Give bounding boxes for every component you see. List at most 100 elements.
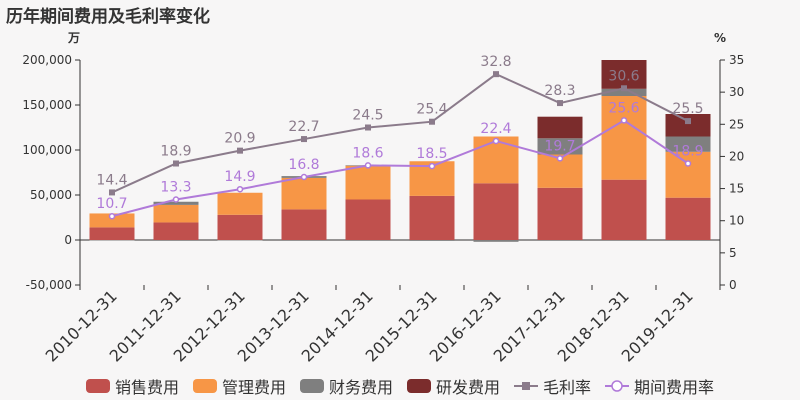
bar-segment — [665, 136, 711, 152]
bar-segment — [537, 187, 583, 240]
series-line — [111, 72, 689, 194]
line-marker — [172, 196, 180, 203]
legend-label: 研发费用 — [436, 378, 501, 397]
data-label: 20.9 — [224, 131, 255, 147]
bar-segment — [281, 209, 327, 240]
bar-segment — [153, 201, 199, 205]
line-marker — [237, 147, 243, 154]
legend-item[interactable]: 研发费用 — [407, 374, 500, 398]
data-label: 22.4 — [480, 121, 511, 137]
bar-segment — [665, 197, 711, 240]
bar-group — [89, 60, 711, 242]
bar-segment — [217, 192, 263, 215]
line-marker — [301, 136, 307, 143]
left-tick-label: 150,000 — [22, 98, 72, 112]
bar-segment — [665, 151, 711, 198]
line-marker — [492, 137, 500, 145]
chart-svg: 200,000 150,000 100,000 50,000 0 -50,000 35 30 2… — [22, 31, 744, 366]
left-tick-label: 100,000 — [22, 143, 72, 157]
bar-segment — [217, 240, 263, 241]
bar-segment — [153, 204, 199, 223]
legend-label: 财务费用 — [328, 378, 393, 397]
bar-segment — [473, 183, 519, 240]
left-tick-label: 50,000 — [30, 188, 72, 202]
data-label: 14.9 — [224, 169, 255, 185]
bar-segment — [89, 240, 135, 241]
right-tick-label: 10 — [729, 214, 744, 228]
data-labels: 14.4 18.9 20.9 22.7 24.5 25.4 32.8 28.3 30.6 25.5… — [96, 54, 703, 212]
data-label: 25.5 — [672, 101, 703, 117]
bar-segment — [537, 138, 583, 155]
data-label: 18.9 — [672, 144, 703, 160]
legend-item[interactable]: 毛利率 — [514, 374, 591, 398]
bar-segment — [153, 222, 199, 240]
legend-swatch — [85, 379, 110, 393]
line-marker — [173, 160, 179, 167]
bar-segment — [601, 96, 647, 180]
right-tick-label: 30 — [729, 85, 744, 99]
bar-segment — [665, 114, 711, 137]
legend-line-swatch — [514, 382, 539, 390]
right-tick-label: 35 — [729, 53, 744, 67]
right-tick-label: 0 — [729, 278, 737, 292]
line-marker — [108, 212, 116, 220]
line-marker — [300, 173, 308, 181]
right-tick-label: 25 — [729, 117, 744, 131]
data-label: 18.9 — [160, 144, 191, 160]
line-marker — [557, 100, 563, 107]
legend: 销售费用 管理费用 财务费用 研发费用 毛利率 期间费用率 — [0, 374, 800, 398]
line-marker — [620, 117, 628, 124]
line-marker — [621, 85, 627, 92]
legend-item[interactable]: 销售费用 — [85, 374, 179, 398]
bar-segment — [601, 60, 647, 89]
legend-item[interactable]: 期间费用率 — [605, 374, 714, 398]
data-label: 25.4 — [416, 102, 447, 118]
line-marker — [685, 118, 691, 125]
right-axis-unit: % — [714, 31, 726, 45]
line-marker — [365, 124, 371, 131]
right-tick-label: 15 — [729, 182, 744, 196]
line-group — [108, 71, 692, 220]
legend-line-swatch — [605, 380, 630, 392]
line-marker — [684, 160, 692, 167]
left-tick-label: 0 — [64, 233, 72, 247]
line-marker — [428, 162, 436, 170]
data-label: 18.5 — [416, 146, 447, 162]
legend-swatch — [299, 379, 324, 393]
bar-segment — [601, 88, 647, 96]
bar-segment — [89, 227, 135, 240]
line-marker — [236, 185, 244, 193]
bar-segment — [281, 177, 327, 210]
data-label: 13.3 — [160, 180, 191, 196]
line-marker — [493, 71, 499, 78]
bar-segment — [409, 240, 455, 241]
data-label: 32.8 — [480, 54, 511, 70]
data-label: 28.3 — [544, 83, 575, 99]
left-axis-unit: 万 — [67, 31, 80, 45]
right-tick-label: 20 — [729, 149, 744, 163]
legend-label: 毛利率 — [543, 378, 592, 397]
bar-segment — [89, 213, 135, 228]
legend-item[interactable]: 财务费用 — [299, 374, 393, 398]
series-line — [111, 119, 689, 218]
right-tick-label: 5 — [729, 246, 737, 260]
bar-segment — [409, 195, 455, 240]
legend-item[interactable]: 管理费用 — [192, 374, 286, 398]
data-label: 16.8 — [288, 157, 319, 173]
data-label: 18.6 — [352, 145, 383, 161]
data-label: 25.6 — [608, 100, 639, 116]
bar-segment — [345, 165, 391, 200]
data-label: 14.4 — [96, 172, 127, 188]
line-marker — [429, 118, 435, 125]
bar-segment — [601, 179, 647, 240]
data-label: 10.7 — [96, 196, 127, 212]
left-tick-label: 200,000 — [22, 53, 72, 67]
left-tick-label: -50,000 — [26, 278, 72, 292]
bar-segment — [217, 214, 263, 240]
line-marker — [109, 189, 115, 196]
legend-label: 期间费用率 — [634, 378, 715, 397]
bar-segment — [473, 240, 519, 242]
data-label: 19.7 — [544, 138, 575, 154]
legend-label: 销售费用 — [114, 378, 179, 397]
legend-swatch — [192, 379, 217, 393]
